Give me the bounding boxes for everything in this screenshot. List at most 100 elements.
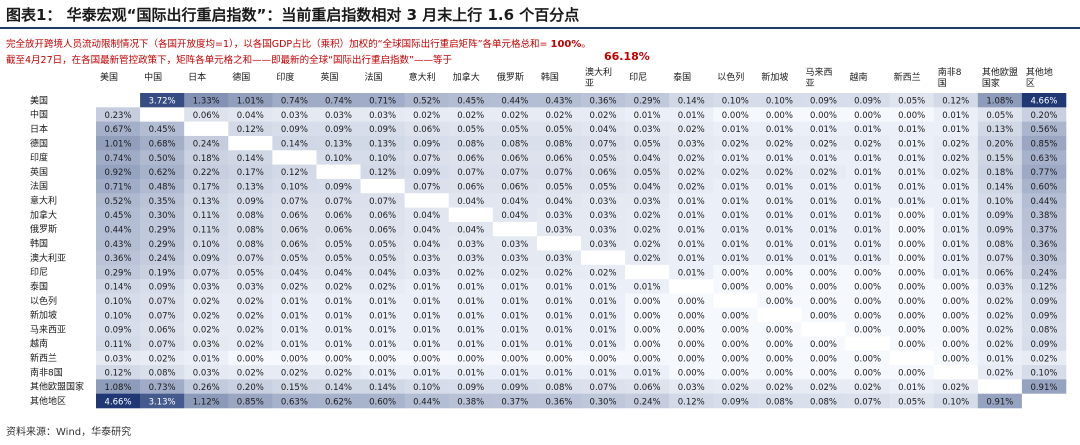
heatmap-cell: [977, 193, 1023, 208]
heatmap-cell: [140, 379, 185, 394]
cell-value: 0.01%: [501, 369, 528, 379]
heatmap-cell: [536, 293, 582, 309]
cell-value: 0.00%: [898, 240, 925, 250]
heatmap-cell: [360, 279, 405, 294]
cell-value: 0.01%: [678, 211, 705, 221]
cell-value: 0.01%: [898, 197, 925, 207]
heatmap-cell: [404, 107, 450, 122]
cell-value: 0.09%: [722, 397, 749, 407]
cell-value: 0.01%: [766, 125, 793, 135]
cell-value: 0.03%: [237, 283, 264, 293]
heatmap-cell: [889, 207, 935, 223]
col-label: 韩国: [541, 71, 559, 83]
cell-value: 0.14%: [369, 383, 396, 393]
heatmap-cell: [1021, 293, 1067, 309]
heatmap-cell: [96, 221, 141, 237]
cell-value: 0.05%: [898, 97, 925, 107]
cell-value: 0.14%: [105, 283, 132, 293]
cell-value: 0.09%: [149, 283, 176, 293]
cell-value: 0.01%: [281, 297, 308, 307]
cell-value: 0.08%: [457, 140, 484, 150]
heatmap-cell: [184, 293, 229, 309]
cell-value: 0.01%: [281, 340, 308, 350]
cell-value: 0.04%: [501, 211, 528, 221]
cell-value: 0.01%: [281, 326, 308, 336]
cell-value: 0.01%: [766, 254, 793, 264]
heatmap-cell: [581, 293, 626, 309]
cell-value: 0.00%: [898, 369, 925, 379]
heatmap-cell: [625, 135, 670, 151]
heatmap-cell: [713, 164, 758, 180]
cell-value: 0.01%: [810, 240, 837, 250]
heatmap-cell: [140, 365, 185, 380]
cell-value: 0.02%: [237, 369, 264, 379]
heatmap-cell: [360, 107, 405, 122]
heatmap-cell: [448, 93, 494, 108]
cell-value: 0.01%: [678, 225, 705, 235]
col-label: 中国: [144, 71, 162, 83]
cell-value: 0.00%: [898, 225, 925, 235]
cell-value: 0.09%: [413, 140, 440, 150]
cell-value: 0.04%: [413, 240, 440, 250]
heatmap-cell: [140, 164, 185, 180]
cell-value: 0.20%: [986, 140, 1013, 150]
heatmap-cell: [492, 264, 538, 280]
heatmap-cell: [96, 293, 141, 309]
cell-value: 0.12%: [678, 397, 705, 407]
heatmap-cell: [316, 221, 361, 237]
heatmap-cell: [669, 221, 714, 237]
heatmap-cell: [228, 264, 273, 280]
heatmap-cell: [272, 264, 317, 280]
heatmap-cell: [228, 393, 273, 409]
cell-value: 0.08%: [237, 211, 264, 221]
cell-value: 0.07%: [413, 183, 440, 193]
cell-value: 0.20%: [1030, 111, 1057, 121]
cell-value: 0.02%: [986, 326, 1013, 336]
cell-value: 0.48%: [149, 183, 176, 193]
cell-value: 0.01%: [722, 225, 749, 235]
heatmap-cell: [713, 365, 758, 380]
cell-value: 0.60%: [1030, 183, 1057, 193]
index-value: 66.18%: [604, 50, 650, 63]
heatmap-cell: [581, 322, 626, 337]
heatmap-cell: [228, 307, 273, 323]
cell-value: 0.10%: [105, 311, 132, 321]
cell-value: 0.04%: [457, 197, 484, 207]
cell-value: 0.08%: [810, 397, 837, 407]
cell-value: 0.08%: [237, 225, 264, 235]
heatmap-cell: [360, 307, 405, 323]
heatmap-cell: [977, 164, 1023, 180]
heatmap-cell: [404, 121, 450, 137]
cell-value: 0.03%: [590, 240, 617, 250]
cell-value: 0.03%: [590, 225, 617, 235]
cell-value: 0.02%: [590, 268, 617, 278]
cell-value: 0.77%: [1030, 168, 1057, 178]
heatmap-cell: [360, 164, 405, 180]
heatmap-cell: [184, 279, 229, 294]
heatmap-cell: [536, 365, 582, 380]
heatmap-cell: [933, 107, 979, 122]
cell-value: 0.00%: [898, 283, 925, 293]
heatmap-cell: [272, 307, 317, 323]
cell-value: 0.05%: [590, 183, 617, 193]
heatmap-cell: [845, 107, 890, 122]
heatmap-cell: [845, 164, 890, 180]
cell-value: 0.03%: [501, 254, 528, 264]
cell-value: 0.05%: [237, 268, 264, 278]
heatmap-cell: [96, 379, 141, 394]
heatmap-cell: [757, 393, 802, 409]
heatmap-cell: [889, 379, 935, 394]
cell-value: 0.00%: [766, 283, 793, 293]
heatmap-cell: [228, 322, 273, 337]
cell-value: 0.08%: [545, 140, 572, 150]
heatmap-cell: [96, 150, 141, 165]
heatmap-cell: [889, 393, 935, 409]
cell-value: 0.13%: [325, 140, 352, 150]
cell-value: 0.01%: [590, 369, 617, 379]
heatmap-cell: [228, 93, 273, 108]
heatmap-cell: [360, 379, 405, 394]
cell-value: 0.02%: [678, 125, 705, 135]
heatmap-cell: [581, 93, 626, 108]
heatmap-cell: [272, 322, 317, 337]
